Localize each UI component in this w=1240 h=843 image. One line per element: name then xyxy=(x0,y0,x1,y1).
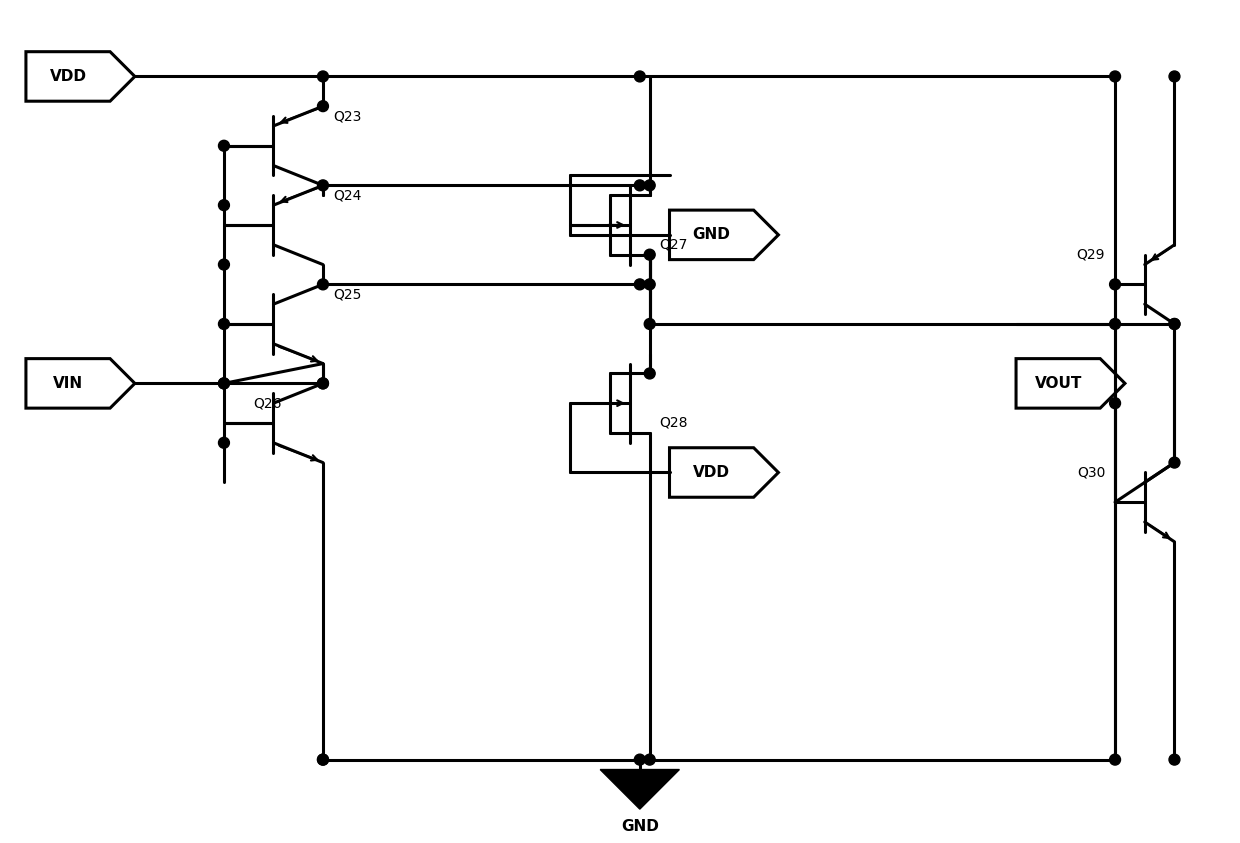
Circle shape xyxy=(317,378,329,389)
Circle shape xyxy=(1110,279,1121,290)
Text: Q28: Q28 xyxy=(660,416,688,430)
Circle shape xyxy=(317,180,329,191)
Circle shape xyxy=(317,754,329,765)
Circle shape xyxy=(317,100,329,111)
Circle shape xyxy=(1110,71,1121,82)
Text: VDD: VDD xyxy=(693,465,730,480)
Text: Q24: Q24 xyxy=(332,188,361,202)
Circle shape xyxy=(218,378,229,389)
Circle shape xyxy=(218,438,229,448)
Circle shape xyxy=(218,200,229,211)
Circle shape xyxy=(317,71,329,82)
Circle shape xyxy=(645,319,655,330)
Circle shape xyxy=(635,279,645,290)
Circle shape xyxy=(645,279,655,290)
Circle shape xyxy=(218,140,229,151)
Circle shape xyxy=(1169,319,1180,330)
Circle shape xyxy=(645,250,655,260)
Circle shape xyxy=(635,754,645,765)
Circle shape xyxy=(218,319,229,330)
Text: GND: GND xyxy=(621,819,658,834)
Text: VOUT: VOUT xyxy=(1034,376,1081,391)
Circle shape xyxy=(1169,71,1180,82)
Circle shape xyxy=(635,71,645,82)
Circle shape xyxy=(317,754,329,765)
Text: VDD: VDD xyxy=(50,69,87,84)
Circle shape xyxy=(218,259,229,270)
Circle shape xyxy=(645,754,655,765)
Text: Q27: Q27 xyxy=(660,238,688,252)
Circle shape xyxy=(645,180,655,191)
Circle shape xyxy=(317,279,329,290)
Circle shape xyxy=(1110,319,1121,330)
Circle shape xyxy=(1110,398,1121,409)
Text: GND: GND xyxy=(693,228,730,243)
Polygon shape xyxy=(600,770,680,809)
Text: Q25: Q25 xyxy=(332,287,361,301)
Text: VIN: VIN xyxy=(53,376,83,391)
Circle shape xyxy=(317,378,329,389)
Circle shape xyxy=(1169,754,1180,765)
Circle shape xyxy=(635,180,645,191)
Circle shape xyxy=(1169,457,1180,468)
Circle shape xyxy=(645,368,655,379)
Text: Q29: Q29 xyxy=(1076,248,1105,261)
Circle shape xyxy=(1110,754,1121,765)
Circle shape xyxy=(1169,319,1180,330)
Text: Q30: Q30 xyxy=(1076,465,1105,480)
Circle shape xyxy=(218,378,229,389)
Text: Q23: Q23 xyxy=(332,109,361,123)
Text: Q26: Q26 xyxy=(254,396,283,411)
